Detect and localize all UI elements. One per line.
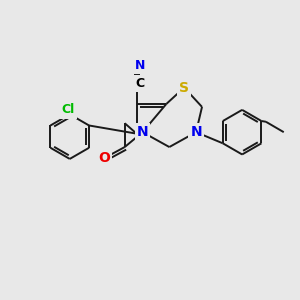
- Text: C: C: [136, 76, 145, 90]
- Text: N: N: [190, 125, 202, 139]
- Text: Cl: Cl: [61, 103, 75, 116]
- Text: S: S: [179, 81, 189, 94]
- Text: O: O: [98, 151, 110, 165]
- Text: N: N: [135, 59, 146, 72]
- Text: N: N: [137, 125, 148, 139]
